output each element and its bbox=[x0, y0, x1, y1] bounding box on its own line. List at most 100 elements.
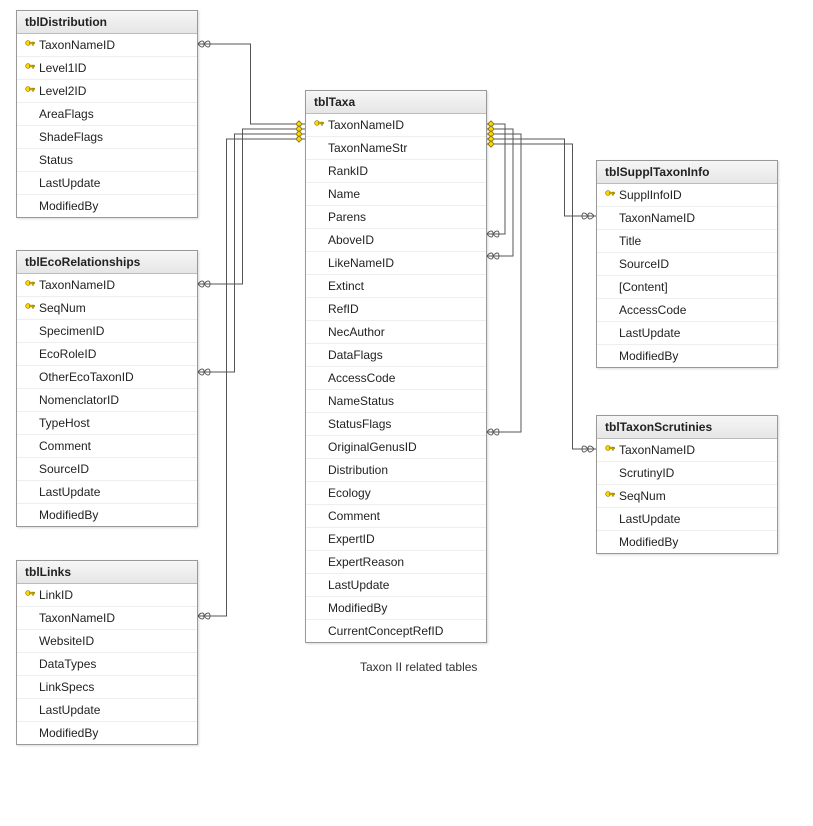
field-label: LastUpdate bbox=[39, 485, 100, 499]
table-field[interactable]: Extinct bbox=[306, 274, 486, 297]
table-field[interactable]: TaxonNameID bbox=[306, 114, 486, 136]
table-field[interactable]: TaxonNameID bbox=[597, 439, 777, 461]
table-tblTaxonScrutinies[interactable]: tblTaxonScrutinies TaxonNameID ScrutinyID S… bbox=[596, 415, 778, 554]
diagram-caption: Taxon II related tables bbox=[360, 660, 477, 674]
field-label: SeqNum bbox=[619, 489, 666, 503]
table-tblSupplTaxonInfo[interactable]: tblSupplTaxonInfo SupplInfoID TaxonNameIDT… bbox=[596, 160, 778, 368]
table-field[interactable]: LastUpdate bbox=[597, 507, 777, 530]
table-tblEcoRelationships[interactable]: tblEcoRelationshipsTaxonNameIDSeqNumSpec… bbox=[16, 250, 198, 527]
table-field[interactable]: LinkSpecs bbox=[17, 675, 197, 698]
table-field[interactable]: TaxonNameID bbox=[17, 274, 197, 296]
table-field[interactable]: Level2ID bbox=[17, 79, 197, 102]
table-field[interactable]: NecAuthor bbox=[306, 320, 486, 343]
table-field[interactable]: EcoRoleID bbox=[17, 342, 197, 365]
table-field[interactable]: WebsiteID bbox=[17, 629, 197, 652]
table-field[interactable]: DataFlags bbox=[306, 343, 486, 366]
table-field[interactable]: ModifiedBy bbox=[17, 194, 197, 217]
table-field[interactable]: NameStatus bbox=[306, 389, 486, 412]
table-field[interactable]: [Content] bbox=[597, 275, 777, 298]
table-field[interactable]: SeqNum bbox=[17, 296, 197, 319]
field-label: NameStatus bbox=[328, 394, 394, 408]
table-field[interactable]: Comment bbox=[306, 504, 486, 527]
table-field[interactable]: Status bbox=[17, 148, 197, 171]
table-field[interactable]: LastUpdate bbox=[17, 480, 197, 503]
field-label: AboveID bbox=[328, 233, 374, 247]
table-field[interactable]: SourceID bbox=[17, 457, 197, 480]
table-field[interactable]: LastUpdate bbox=[17, 698, 197, 721]
field-label: TaxonNameID bbox=[619, 443, 695, 457]
table-field[interactable]: Distribution bbox=[306, 458, 486, 481]
table-field[interactable]: AccessCode bbox=[597, 298, 777, 321]
primary-key-icon bbox=[21, 85, 39, 97]
table-field[interactable]: ExpertReason bbox=[306, 550, 486, 573]
table-field[interactable]: AboveID bbox=[306, 228, 486, 251]
table-header[interactable]: tblEcoRelationships bbox=[17, 251, 197, 274]
table-field[interactable]: SupplInfoID bbox=[597, 184, 777, 206]
field-label: ModifiedBy bbox=[328, 601, 387, 615]
table-field[interactable]: ModifiedBy bbox=[597, 344, 777, 367]
table-field[interactable]: ExpertID bbox=[306, 527, 486, 550]
field-label: Level2ID bbox=[39, 84, 86, 98]
table-field[interactable]: ModifiedBy bbox=[17, 503, 197, 526]
table-field[interactable]: Comment bbox=[17, 434, 197, 457]
field-label: OtherEcoTaxonID bbox=[39, 370, 134, 384]
table-tblLinks[interactable]: tblLinksLinkIDTaxonNameIDWebsiteIDDataTy… bbox=[16, 560, 198, 745]
field-label: Status bbox=[39, 153, 73, 167]
table-header[interactable]: tblLinks bbox=[17, 561, 197, 584]
field-label: LikeNameID bbox=[328, 256, 394, 270]
table-field[interactable]: ModifiedBy bbox=[597, 530, 777, 553]
table-field[interactable]: StatusFlags bbox=[306, 412, 486, 435]
field-label: ExpertReason bbox=[328, 555, 404, 569]
table-field[interactable]: Title bbox=[597, 229, 777, 252]
table-field[interactable]: SeqNum bbox=[597, 484, 777, 507]
field-label: Level1ID bbox=[39, 61, 86, 75]
table-field[interactable]: TaxonNameID bbox=[17, 606, 197, 629]
table-field[interactable]: ModifiedBy bbox=[17, 721, 197, 744]
table-field[interactable]: TaxonNameID bbox=[597, 206, 777, 229]
table-field[interactable]: AreaFlags bbox=[17, 102, 197, 125]
table-field[interactable]: Ecology bbox=[306, 481, 486, 504]
table-field[interactable]: AccessCode bbox=[306, 366, 486, 389]
table-field[interactable]: RefID bbox=[306, 297, 486, 320]
table-field[interactable]: RankID bbox=[306, 159, 486, 182]
field-label: Parens bbox=[328, 210, 366, 224]
table-field[interactable]: DataTypes bbox=[17, 652, 197, 675]
table-tblDistribution[interactable]: tblDistributionTaxonNameID Level1ID Level2… bbox=[16, 10, 198, 218]
table-field[interactable]: LikeNameID bbox=[306, 251, 486, 274]
table-field[interactable]: OtherEcoTaxonID bbox=[17, 365, 197, 388]
primary-key-icon bbox=[601, 444, 619, 456]
table-header[interactable]: tblTaxonScrutinies bbox=[597, 416, 777, 439]
table-field[interactable]: TypeHost bbox=[17, 411, 197, 434]
primary-key-icon bbox=[601, 490, 619, 502]
table-field[interactable]: CurrentConceptRefID bbox=[306, 619, 486, 642]
primary-key-icon bbox=[21, 279, 39, 291]
table-field[interactable]: Parens bbox=[306, 205, 486, 228]
field-label: Name bbox=[328, 187, 360, 201]
table-field[interactable]: ScrutinyID bbox=[597, 461, 777, 484]
table-field[interactable]: Name bbox=[306, 182, 486, 205]
table-field[interactable]: SourceID bbox=[597, 252, 777, 275]
table-header[interactable]: tblTaxa bbox=[306, 91, 486, 114]
table-tblTaxa[interactable]: tblTaxaTaxonNameIDTaxonNameStrRankID Name… bbox=[305, 90, 487, 643]
table-header[interactable]: tblSupplTaxonInfo bbox=[597, 161, 777, 184]
table-body: LinkIDTaxonNameIDWebsiteIDDataTypesLinkS… bbox=[17, 584, 197, 744]
table-field[interactable]: Level1ID bbox=[17, 56, 197, 79]
table-field[interactable]: SpecimenID bbox=[17, 319, 197, 342]
table-field[interactable]: LastUpdate bbox=[306, 573, 486, 596]
field-label: ScrutinyID bbox=[619, 466, 674, 480]
table-field[interactable]: ModifiedBy bbox=[306, 596, 486, 619]
field-label: LastUpdate bbox=[619, 326, 680, 340]
table-field[interactable]: LastUpdate bbox=[17, 171, 197, 194]
table-field[interactable]: NomenclatorID bbox=[17, 388, 197, 411]
table-header[interactable]: tblDistribution bbox=[17, 11, 197, 34]
table-field[interactable]: LinkID bbox=[17, 584, 197, 606]
table-field[interactable]: TaxonNameStr bbox=[306, 136, 486, 159]
table-field[interactable]: TaxonNameID bbox=[17, 34, 197, 56]
table-field[interactable]: ShadeFlags bbox=[17, 125, 197, 148]
field-label: LastUpdate bbox=[39, 703, 100, 717]
table-field[interactable]: OriginalGenusID bbox=[306, 435, 486, 458]
field-label: AccessCode bbox=[328, 371, 395, 385]
field-label: SupplInfoID bbox=[619, 188, 682, 202]
field-label: RefID bbox=[328, 302, 359, 316]
table-field[interactable]: LastUpdate bbox=[597, 321, 777, 344]
